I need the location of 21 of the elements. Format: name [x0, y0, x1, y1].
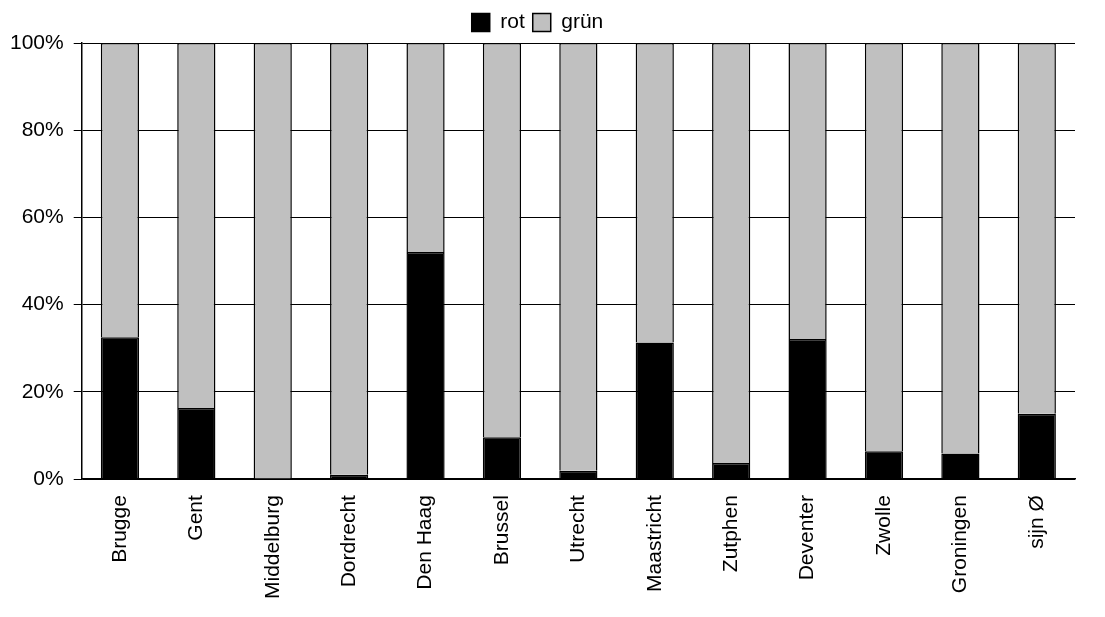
x-tick-label: Groningen [947, 495, 971, 594]
y-tick-label: 100% [9, 29, 64, 53]
legend-label: grün [561, 9, 604, 33]
y-tick-label: 60% [21, 204, 64, 228]
y-tick-label: 40% [21, 291, 64, 315]
x-tick-label: Den Haag [412, 495, 436, 590]
x-tick-label: sijn Ø [1023, 495, 1047, 549]
legend-label: rot [500, 9, 525, 33]
x-tick-label: Gent [183, 494, 207, 541]
x-tick-label: Brugge [106, 495, 130, 563]
x-tick-label: Deventer [794, 495, 818, 581]
x-tick-label: Brussel [488, 495, 512, 566]
x-tick-label: Dordrecht [335, 494, 359, 588]
x-tick-label: Utrecht [565, 494, 589, 563]
y-tick-label: 20% [21, 378, 64, 402]
y-tick-label: 80% [21, 117, 64, 141]
x-tick-label: Middelburg [259, 495, 283, 600]
y-tick-label: 0% [33, 465, 64, 489]
x-tick-label: Zwolle [870, 495, 894, 556]
x-tick-label: Zutphen [717, 495, 741, 573]
x-tick-label: Maastricht [641, 494, 665, 592]
